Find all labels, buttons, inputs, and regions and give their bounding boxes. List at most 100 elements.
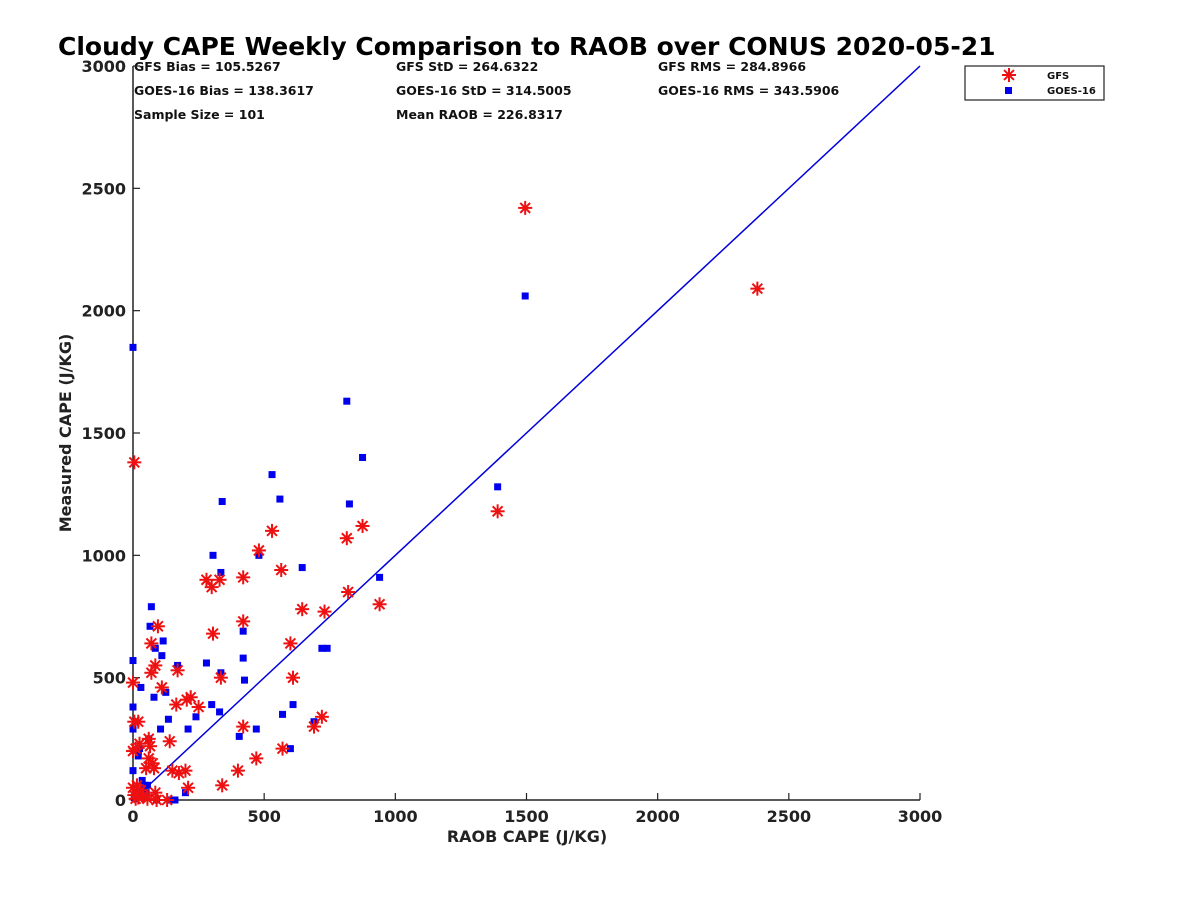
goes16-point [147,603,155,611]
stat-sample-size: Sample Size = 101 [134,107,265,122]
goes16-point [184,725,192,733]
gfs-point [286,670,301,685]
goes16-point [164,715,172,723]
gfs-point [149,793,164,807]
x-axis-label: RAOB CAPE (J/KG) [447,827,607,846]
goes16-point [209,551,217,559]
gfs-point [295,602,310,617]
stat-goes-rms: GOES-16 RMS = 343.5906 [658,83,840,98]
gfs-point [206,626,221,641]
gfs-point [141,751,156,766]
goes16-point [217,568,225,576]
gfs-point [146,761,161,776]
goes16-point [252,725,260,733]
goes16-point [129,657,137,665]
gfs-point [154,680,169,695]
gfs-point [140,791,155,806]
goes16-point [202,659,210,667]
goes16-point [521,292,529,300]
gfs-point [283,636,298,651]
gfs-point [213,670,228,685]
gfs-point [355,518,370,533]
goes16-point [134,752,142,760]
gfs-point [750,281,765,296]
gfs-point [249,751,264,766]
one-to-one-line [132,65,921,801]
gfs-point [162,734,177,749]
goes16-point [298,564,306,572]
goes16-point [216,708,224,716]
x-tick-label: 1000 [373,807,418,826]
gfs-point [132,736,147,751]
goes16-point [343,397,351,405]
goes16-point [137,683,145,691]
gfs-point [236,570,251,585]
gfs-point [236,614,251,629]
goes16-point [323,644,331,652]
goes16-point [129,725,137,733]
stat-gfs-rms: GFS RMS = 284.8966 [658,59,806,74]
goes16-point [239,654,247,662]
goes16-point [268,471,276,479]
gfs-point [307,719,322,734]
gfs-point [372,597,387,612]
goes16-point [494,483,502,491]
y-tick-label: 0 [115,791,126,810]
stat-goes-bias: GOES-16 Bias = 138.3617 [134,83,314,98]
goes16-point [208,701,216,709]
gfs-point [169,697,184,712]
gfs-point [160,793,175,807]
goes16-point [192,713,200,721]
goes16-point [138,776,146,784]
legend-marker-goes [1005,87,1012,94]
goes16-point [235,732,243,740]
gfs-point [150,619,165,634]
goes16-point [157,725,165,733]
goes16-point [181,789,189,797]
gfs-point [251,543,266,558]
legend: GFS GOES-16 [964,65,1105,101]
stat-mean-raob: Mean RAOB = 226.8317 [396,107,563,122]
gfs-point [518,200,533,215]
goes16-point [159,637,167,645]
goes16-point [289,701,297,709]
goes16-point [146,622,154,630]
gfs-point [274,563,289,578]
gfs-point [275,741,290,756]
legend-box [964,65,1105,101]
y-tick-label: 1000 [81,546,126,565]
gfs-point [317,604,332,619]
x-tick-label: 2000 [635,807,680,826]
goes16-point [279,710,287,718]
gfs-point [191,700,206,715]
gfs-point [126,675,140,690]
gfs-point [181,780,196,795]
y-axis-label: Measured CAPE (J/KG) [56,334,75,533]
gfs-point [127,455,142,470]
goes16-point [158,652,166,660]
y-tick-label: 3000 [81,57,126,76]
goes16-point [129,767,137,775]
goes16-point [345,500,353,508]
goes16-point [239,627,247,635]
gfs-point [183,690,198,705]
y-tick-label: 1500 [81,424,126,443]
gfs-point [170,663,185,678]
gfs-point [314,709,329,724]
chart-title: Cloudy CAPE Weekly Comparison to RAOB ov… [58,32,996,61]
goes16-point [129,703,137,711]
goes16-point [276,495,284,503]
gfs-point [490,504,505,519]
x-tick-label: 3000 [898,807,943,826]
gfs-point [230,763,245,778]
x-tick-label: 2500 [767,807,812,826]
goes16-point [150,693,158,701]
goes16-point [359,453,367,461]
gfs-point [148,658,163,673]
y-tick-label: 2000 [81,302,126,321]
y-tick-label: 500 [93,669,126,688]
x-tick-label: 0 [127,807,138,826]
gfs-point [131,714,146,729]
gfs-point [341,585,356,600]
